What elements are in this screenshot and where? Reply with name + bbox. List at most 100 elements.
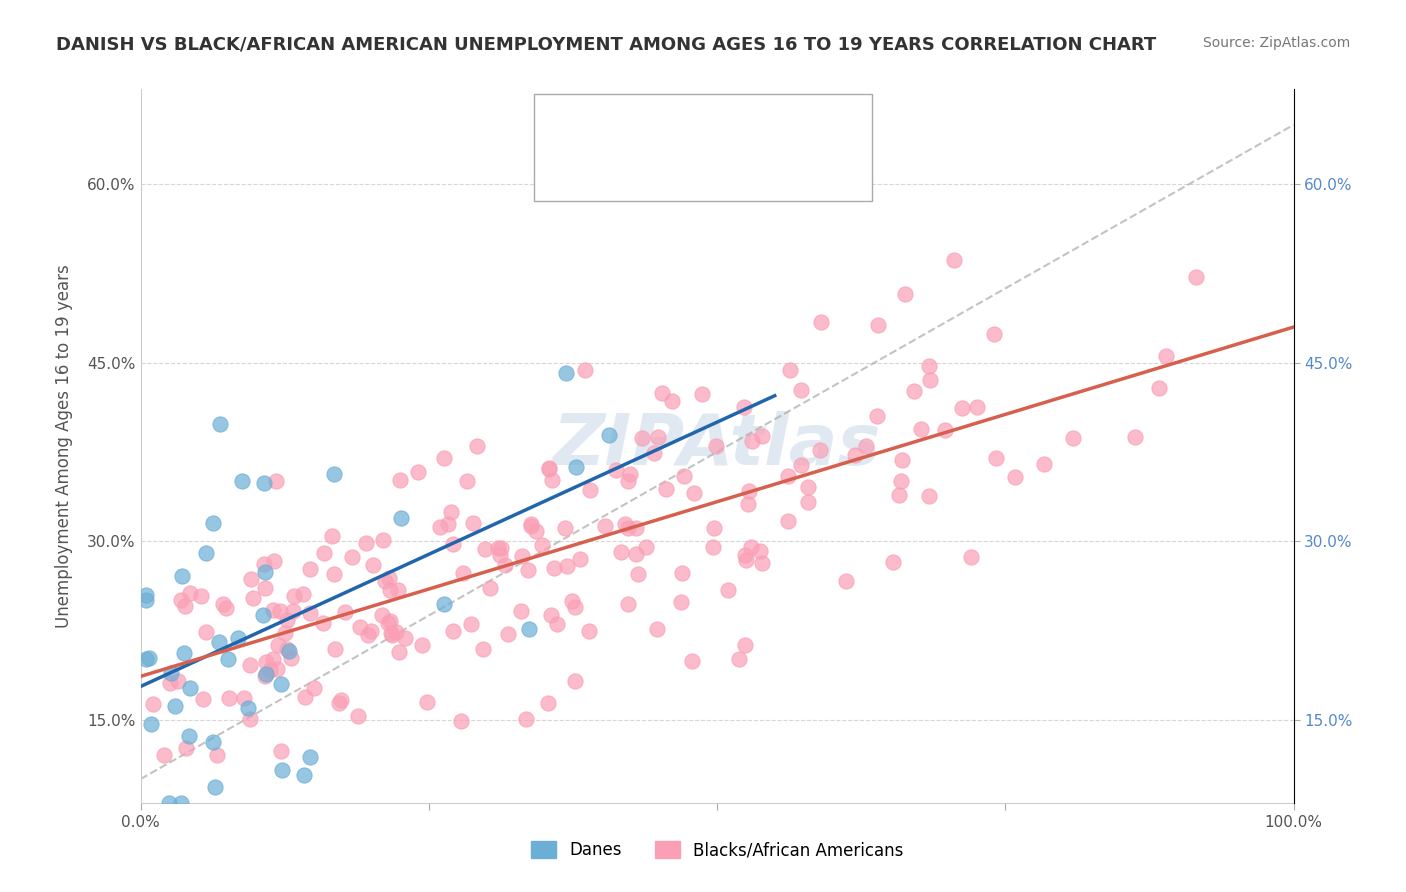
Danes [292, 767, 315, 781]
Blacks/African Americans [950, 401, 973, 416]
Danes [202, 735, 225, 749]
Blacks/African Americans [328, 696, 350, 710]
Blacks/African Americans [240, 572, 263, 586]
Blacks/African Americans [984, 450, 1007, 465]
Blacks/African Americans [429, 520, 451, 534]
Blacks/African Americans [440, 505, 463, 519]
Blacks/African Americans [751, 429, 773, 443]
Blacks/African Americans [1154, 349, 1177, 363]
Danes [135, 652, 157, 666]
Blacks/African Americans [866, 409, 889, 423]
Blacks/African Americans [882, 555, 904, 569]
Blacks/African Americans [378, 615, 401, 629]
Blacks/African Americans [191, 692, 214, 706]
Blacks/African Americans [540, 473, 562, 487]
Blacks/African Americans [262, 652, 284, 666]
Blacks/African Americans [733, 401, 755, 415]
Blacks/African Americans [890, 453, 912, 467]
Blacks/African Americans [1147, 381, 1170, 395]
Blacks/African Americans [866, 318, 889, 333]
Blacks/African Americans [456, 474, 478, 488]
Blacks/African Americans [789, 384, 811, 398]
Danes [236, 700, 259, 714]
Blacks/African Americans [797, 495, 820, 509]
Blacks/African Americans [918, 489, 941, 503]
Blacks/African Americans [280, 651, 302, 665]
Blacks/African Americans [555, 558, 578, 573]
Blacks/African Americans [314, 546, 336, 560]
Blacks/African Americans [942, 253, 965, 268]
Blacks/African Americans [631, 432, 654, 446]
Blacks/African Americans [360, 624, 382, 638]
Blacks/African Americans [212, 597, 235, 611]
Blacks/African Americans [778, 514, 800, 528]
Blacks/African Americans [298, 562, 321, 576]
Blacks/African Americans [269, 604, 291, 618]
Blacks/African Americans [312, 615, 335, 630]
Danes [201, 516, 224, 531]
Danes [270, 677, 292, 691]
Blacks/African Americans [737, 497, 759, 511]
Blacks/African Americans [779, 363, 801, 377]
Blacks/African Americans [373, 533, 395, 548]
Blacks/African Americans [734, 548, 756, 562]
Text: 199: 199 [752, 153, 790, 171]
Blacks/African Americans [520, 519, 543, 533]
Text: ZIPAtlas: ZIPAtlas [553, 411, 882, 481]
Blacks/African Americans [616, 597, 638, 611]
Blacks/African Americans [302, 681, 325, 695]
Blacks/African Americans [451, 566, 474, 580]
Danes [173, 646, 195, 660]
Blacks/African Americans [195, 625, 218, 640]
Danes [228, 631, 250, 645]
Blacks/African Americans [450, 714, 472, 728]
Blacks/African Americans [323, 566, 346, 581]
Blacks/African Americans [617, 474, 640, 488]
Blacks/African Americans [371, 607, 394, 622]
Blacks/African Americans [299, 606, 322, 620]
Danes [204, 780, 226, 795]
Blacks/African Americans [540, 608, 562, 623]
Blacks/African Americans [890, 475, 912, 489]
Blacks/African Americans [321, 529, 343, 543]
Blacks/African Americans [354, 536, 377, 550]
Blacks/African Americans [283, 604, 305, 618]
Danes [209, 417, 232, 432]
Blacks/African Americans [323, 641, 346, 656]
Blacks/African Americans [740, 541, 762, 555]
Blacks/African Americans [179, 586, 201, 600]
Blacks/African Americans [643, 446, 665, 460]
Blacks/African Americans [218, 691, 240, 706]
Blacks/African Americans [380, 626, 402, 640]
Blacks/African Americans [537, 462, 560, 476]
Blacks/African Americans [564, 674, 586, 689]
Blacks/African Americans [1004, 469, 1026, 483]
Blacks/African Americans [263, 554, 285, 568]
Blacks/African Americans [377, 571, 399, 585]
Blacks/African Americans [264, 474, 287, 488]
Blacks/African Americans [276, 613, 298, 627]
Blacks/African Americans [142, 698, 165, 712]
Blacks/African Americans [1033, 457, 1056, 471]
Blacks/African Americans [259, 663, 281, 677]
Blacks/African Americans [887, 488, 910, 502]
Blacks/African Americans [374, 574, 396, 588]
Blacks/African Americans [254, 655, 277, 669]
Blacks/African Americans [524, 524, 547, 539]
Blacks/African Americans [918, 374, 941, 388]
Blacks/African Americans [489, 548, 512, 562]
Blacks/African Americans [270, 744, 292, 758]
Blacks/African Americans [738, 483, 761, 498]
Blacks/African Americans [510, 604, 533, 618]
Blacks/African Americans [605, 463, 627, 477]
Text: N =: N = [703, 153, 742, 171]
Blacks/African Americans [242, 591, 264, 606]
Blacks/African Americans [170, 593, 193, 607]
Blacks/African Americans [671, 566, 693, 580]
Blacks/African Americans [610, 544, 633, 558]
Blacks/African Americans [934, 423, 956, 437]
Blacks/African Americans [808, 443, 831, 458]
Blacks/African Americans [1123, 430, 1146, 444]
Blacks/African Americans [329, 693, 352, 707]
Blacks/African Americans [741, 434, 763, 449]
